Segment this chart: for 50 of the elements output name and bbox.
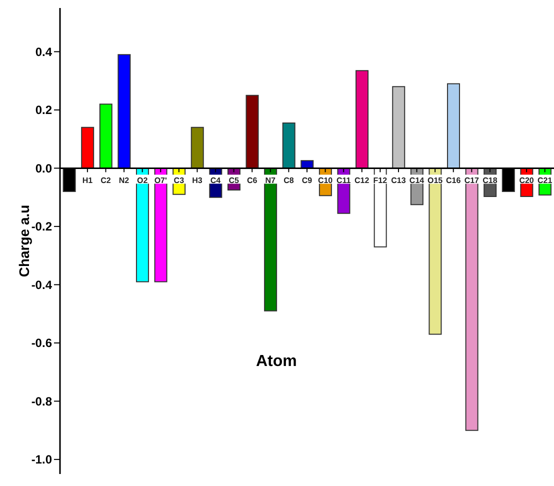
x-tick-label: C20 xyxy=(519,176,534,186)
x-tick-label: C8 xyxy=(284,176,294,186)
y-axis-title: Charge a.u xyxy=(16,204,32,278)
y-tick-label: -1.0 xyxy=(31,452,52,467)
bar xyxy=(136,168,149,282)
bar xyxy=(118,54,131,169)
x-tick-label: C16 xyxy=(446,176,462,186)
y-tick-label: -0.2 xyxy=(31,220,52,234)
x-tick-label: C4 xyxy=(210,176,222,186)
x-tick-label: C13 xyxy=(391,176,406,186)
bar xyxy=(246,94,259,169)
x-tick-label: O15 xyxy=(428,176,444,186)
bar xyxy=(392,86,406,169)
y-tick-label: 0.0 xyxy=(35,161,52,176)
x-tick-label: O2 xyxy=(136,176,148,186)
bar xyxy=(264,168,278,312)
x-tick-label: C21 xyxy=(538,176,553,186)
x-tick-label: C12 xyxy=(354,176,370,186)
bar xyxy=(465,168,478,431)
x-tick-label: C10 xyxy=(318,176,334,186)
bar xyxy=(190,126,204,169)
y-tick-label: 0.2 xyxy=(35,103,52,118)
x-tick-label: C6 xyxy=(246,176,258,186)
bar xyxy=(81,126,94,169)
x-tick-label: H3 xyxy=(192,176,203,186)
y-tick-label: -0.6 xyxy=(31,336,52,350)
x-tick-label: C9 xyxy=(302,176,313,186)
x-tick-label: C14 xyxy=(409,176,425,186)
bar xyxy=(356,70,369,169)
x-tick-label: N2 xyxy=(118,176,130,186)
x-tick-label: C11 xyxy=(336,176,352,186)
x-tick-label: C2 xyxy=(100,176,112,186)
x-tick-label: C3 xyxy=(174,176,185,186)
bar xyxy=(154,168,168,282)
x-tick-label: C5 xyxy=(228,176,240,186)
bar xyxy=(282,122,296,169)
y-tick-label: 0.4 xyxy=(35,44,52,59)
x-tick-label: H1 xyxy=(82,176,94,186)
x-tick-label: F12 xyxy=(373,176,388,186)
x-axis-title: Atom xyxy=(256,353,297,372)
x-tick-label: C17 xyxy=(464,176,480,186)
bar xyxy=(428,168,442,335)
x-tick-label: O7' xyxy=(154,176,168,186)
x-tick-label: C18 xyxy=(482,176,498,186)
bar xyxy=(374,168,387,248)
bar xyxy=(447,83,460,169)
y-tick-label: -0.8 xyxy=(31,394,52,408)
y-tick-label: -0.4 xyxy=(31,278,52,292)
x-tick-label: N7 xyxy=(265,176,276,186)
bar xyxy=(99,104,112,169)
